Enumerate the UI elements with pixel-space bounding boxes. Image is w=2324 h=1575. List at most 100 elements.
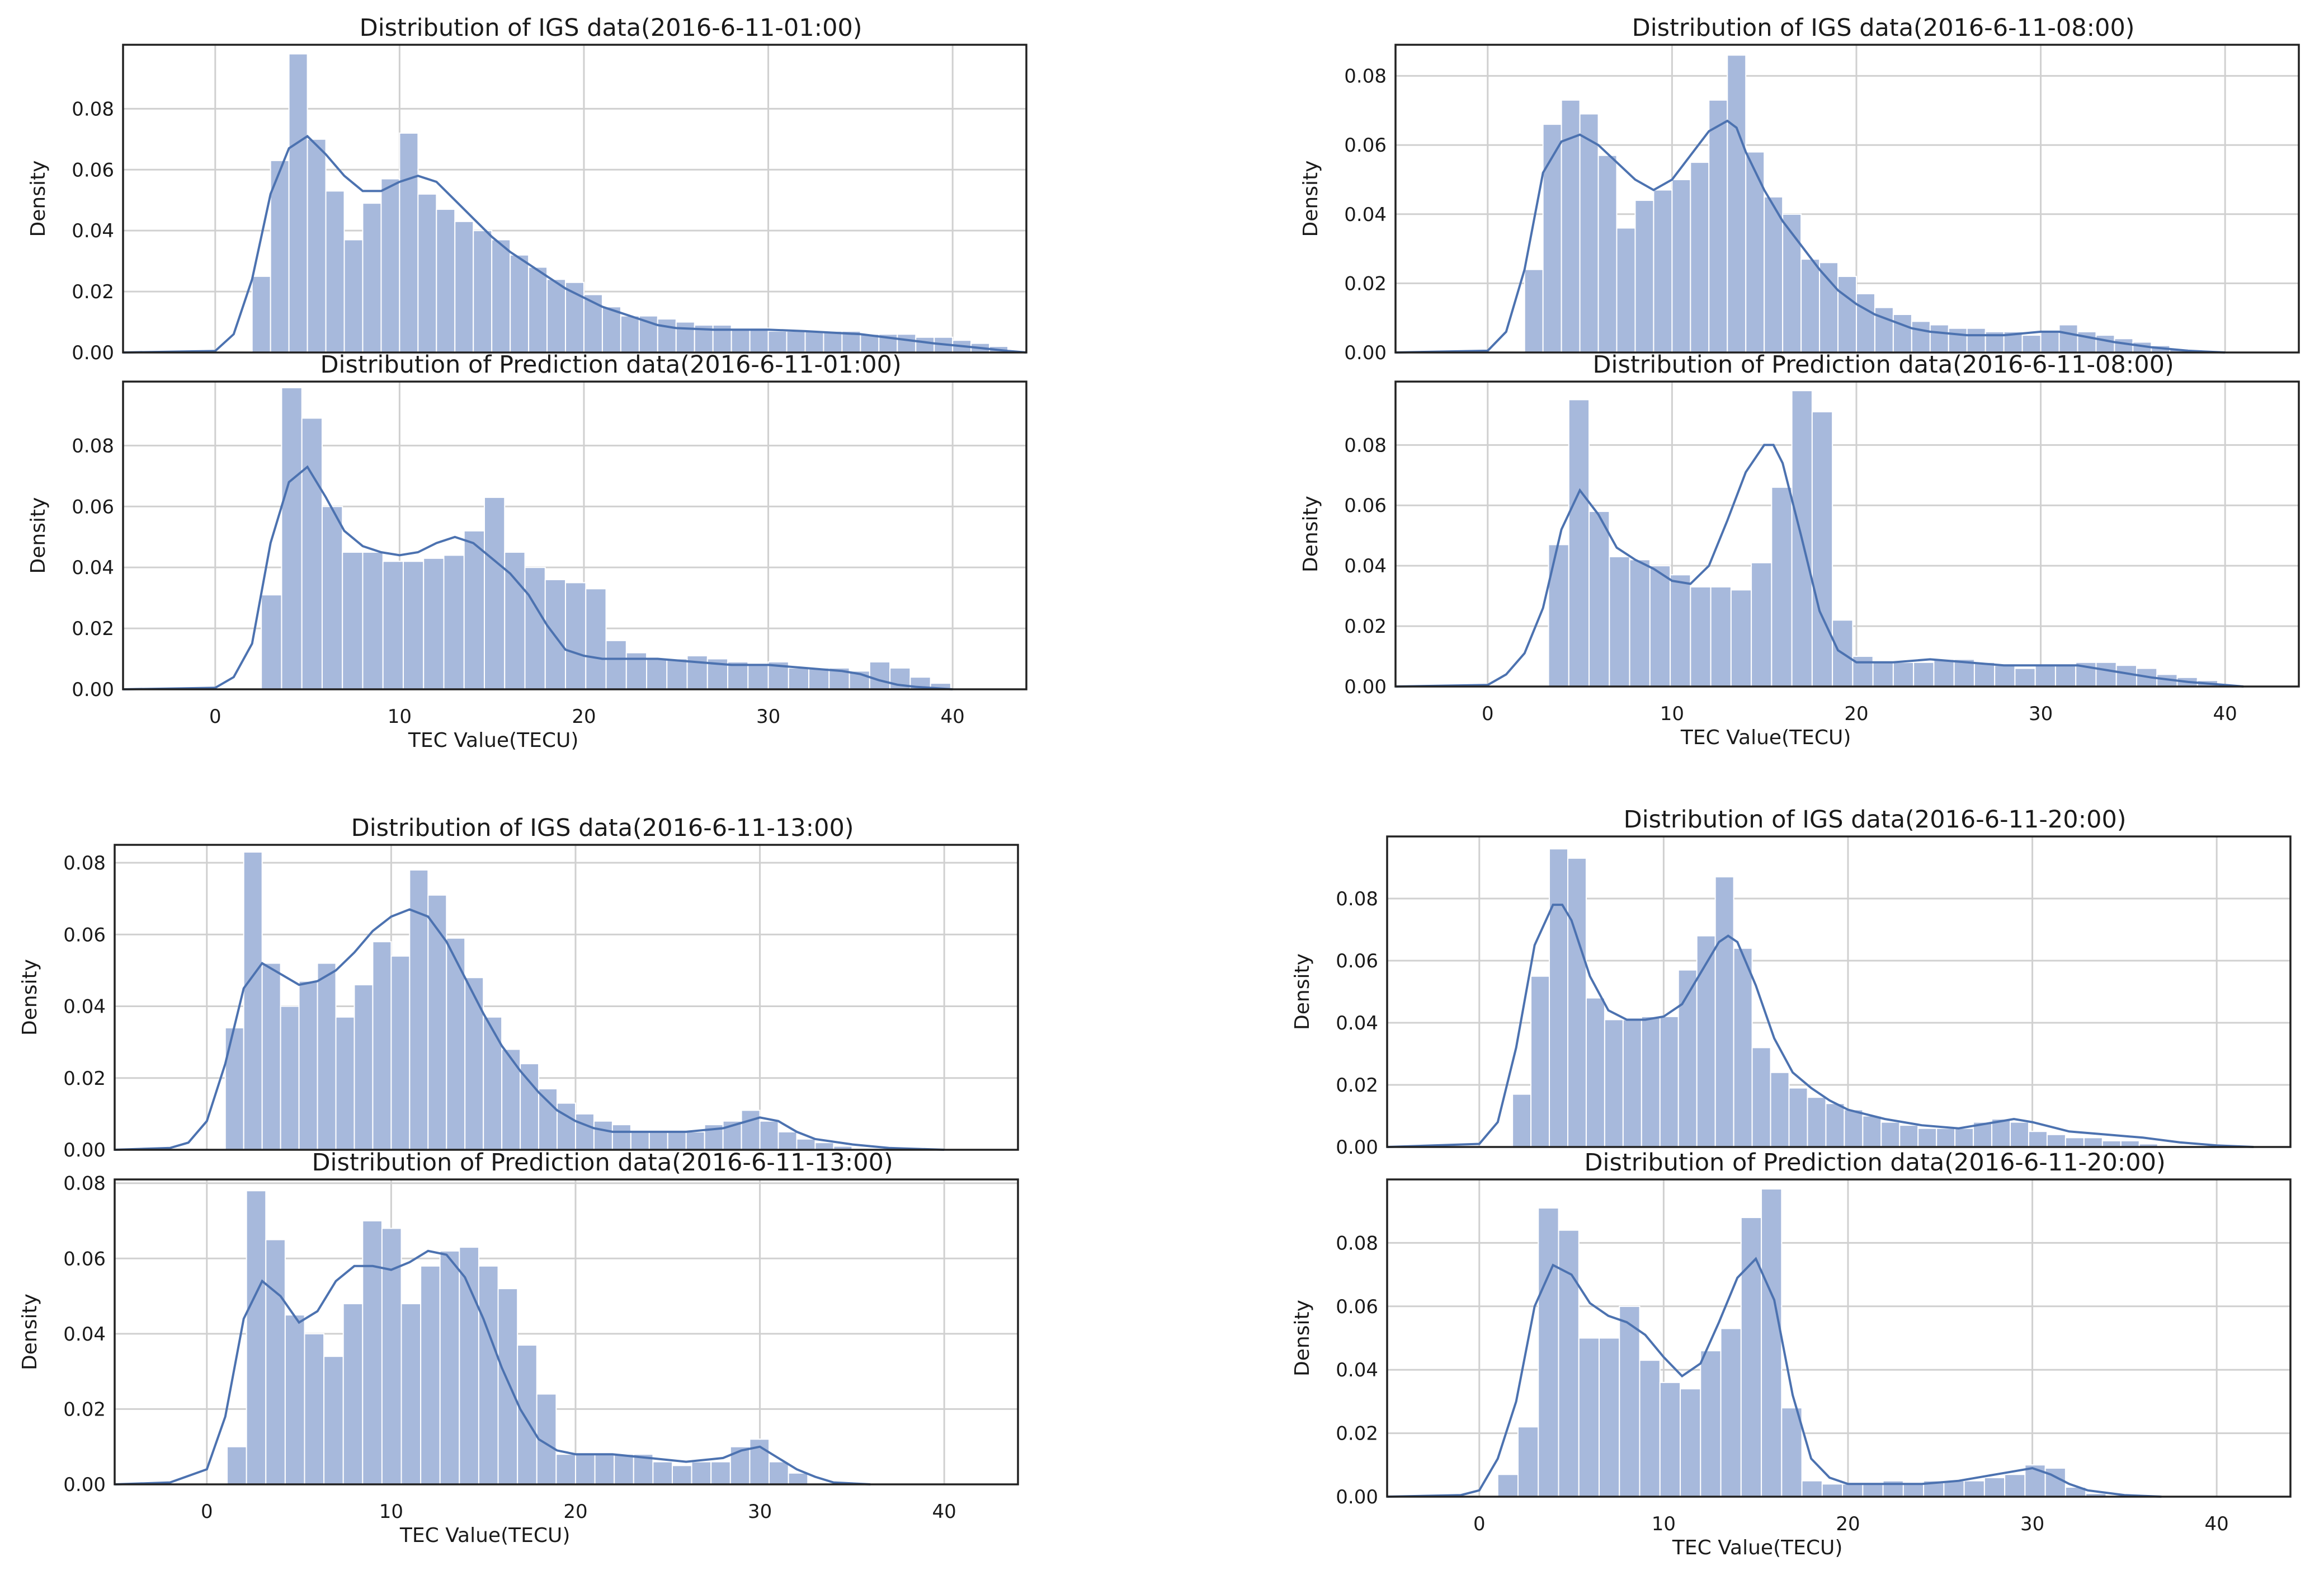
y-tick-label: 0.06 xyxy=(72,159,114,181)
histogram-bar xyxy=(788,667,810,690)
chart-title: Distribution of IGS data(2016-6-11-01:00… xyxy=(360,14,862,42)
histogram-bar xyxy=(1966,327,1986,354)
histogram-bar xyxy=(510,254,530,354)
y-tick-label: 0.02 xyxy=(1336,1074,1378,1097)
histogram-bar xyxy=(593,1120,613,1151)
histogram-bar xyxy=(538,1088,558,1150)
x-tick-label: 20 xyxy=(572,706,596,728)
histogram-bar xyxy=(2054,665,2077,688)
x-tick-label: 40 xyxy=(941,706,965,728)
histogram-bar xyxy=(1616,227,1636,353)
histogram-bar xyxy=(2034,665,2056,688)
histogram-bar xyxy=(1771,486,1793,687)
histogram-bar xyxy=(2010,1121,2029,1148)
histogram-bar xyxy=(2095,335,2115,354)
kde-curve xyxy=(1395,119,2226,354)
histogram-bar xyxy=(399,132,419,353)
chart-title: Distribution of Prediction data(2016-6-1… xyxy=(1592,351,2174,379)
histogram-bar xyxy=(823,330,843,353)
chart-title: Distribution of Prediction data(2016-6-1… xyxy=(320,351,901,379)
y-tick-label: 0.06 xyxy=(72,496,114,518)
axes-frame xyxy=(1394,44,2300,354)
histogram-bar xyxy=(325,190,345,353)
histogram-bar xyxy=(1609,556,1630,687)
histogram-bar xyxy=(1530,975,1550,1148)
histogram-bar xyxy=(672,1465,692,1485)
y-tick-label: 0.02 xyxy=(63,1068,106,1090)
histogram-bar xyxy=(1727,54,1747,354)
histogram-bar xyxy=(2064,1137,2085,1148)
x-tick-label: 10 xyxy=(379,1501,403,1523)
histogram-bar xyxy=(1579,113,1599,353)
histogram-bar xyxy=(759,1120,779,1151)
histogram-bar xyxy=(284,1314,305,1485)
y-axis-label: Density xyxy=(1291,1300,1314,1376)
histogram-bar xyxy=(1899,1125,1919,1148)
x-tick-label: 0 xyxy=(201,1501,213,1523)
histogram-bar xyxy=(1708,99,1728,353)
x-tick-label: 0 xyxy=(209,706,221,728)
histogram-bar xyxy=(483,1016,503,1150)
histogram-bar xyxy=(1597,154,1618,353)
x-tick-label: 40 xyxy=(932,1501,956,1523)
histogram-bar xyxy=(317,962,337,1151)
histogram-bar xyxy=(666,658,688,690)
histogram-bar xyxy=(439,1250,460,1485)
histogram-bar xyxy=(463,530,485,690)
histogram-bar xyxy=(1892,314,1912,353)
histogram-bar xyxy=(565,582,587,690)
y-tick-label: 0.00 xyxy=(1336,1486,1378,1508)
histogram-bar xyxy=(1585,997,1605,1148)
histogram-bar xyxy=(251,275,271,353)
histogram-bar xyxy=(1619,1305,1641,1498)
histogram-bar xyxy=(342,1303,364,1485)
y-tick-label: 0.04 xyxy=(72,557,114,579)
histogram-bar xyxy=(1929,324,1949,353)
y-tick-label: 0.04 xyxy=(1344,555,1387,577)
y-axis-label: Density xyxy=(1299,496,1322,572)
histogram-bar xyxy=(1761,1188,1783,1497)
histogram-bar xyxy=(372,941,392,1151)
histogram-bar xyxy=(605,640,627,690)
histogram-bar xyxy=(727,661,749,690)
kde-curve xyxy=(1387,904,2254,1148)
histogram-bar xyxy=(2014,667,2036,688)
y-axis-label: Density xyxy=(18,1294,41,1370)
histogram-bar xyxy=(307,138,327,353)
histogram-bar xyxy=(710,1461,731,1485)
y-tick-label: 0.00 xyxy=(63,1139,106,1162)
y-tick-label: 0.08 xyxy=(72,98,114,120)
histogram-bar xyxy=(1696,935,1716,1148)
histogram-bar xyxy=(1994,665,2016,688)
histogram-bar xyxy=(2095,661,2117,687)
axes-frame xyxy=(114,844,1019,1151)
histogram-bar xyxy=(1680,1388,1701,1497)
histogram-bar xyxy=(1622,1019,1642,1148)
histogram-bar xyxy=(298,980,318,1151)
histogram-bar xyxy=(1874,307,1894,353)
histogram-bar xyxy=(630,1131,650,1150)
y-tick-label: 0.04 xyxy=(1344,204,1387,226)
histogram-bar xyxy=(342,551,364,690)
chart-title: Distribution of Prediction data(2016-6-1… xyxy=(1584,1149,2165,1177)
x-tick-label: 20 xyxy=(1836,1513,1860,1535)
kde-curve xyxy=(1395,444,2244,688)
x-tick-label: 0 xyxy=(1482,703,1494,725)
y-tick-label: 0.08 xyxy=(63,1173,106,1195)
y-tick-label: 0.08 xyxy=(72,435,114,457)
kde-curve xyxy=(114,908,945,1151)
histogram-bar xyxy=(1781,1407,1803,1497)
histogram-bar xyxy=(409,869,429,1150)
histogram-bar xyxy=(1902,1483,1925,1498)
histogram-bar xyxy=(1872,661,1894,687)
x-tick-label: 30 xyxy=(748,1501,772,1523)
histogram-bar xyxy=(1862,1483,1884,1498)
x-tick-label: 10 xyxy=(1652,1513,1676,1535)
histogram-bar xyxy=(1653,189,1673,353)
histogram-bar xyxy=(520,1063,540,1151)
x-axis-label: TEC Value(TECU) xyxy=(1672,1536,1843,1559)
x-tick-label: 30 xyxy=(2020,1513,2044,1535)
histogram-bar xyxy=(620,315,640,353)
histogram-bar xyxy=(614,1454,634,1485)
